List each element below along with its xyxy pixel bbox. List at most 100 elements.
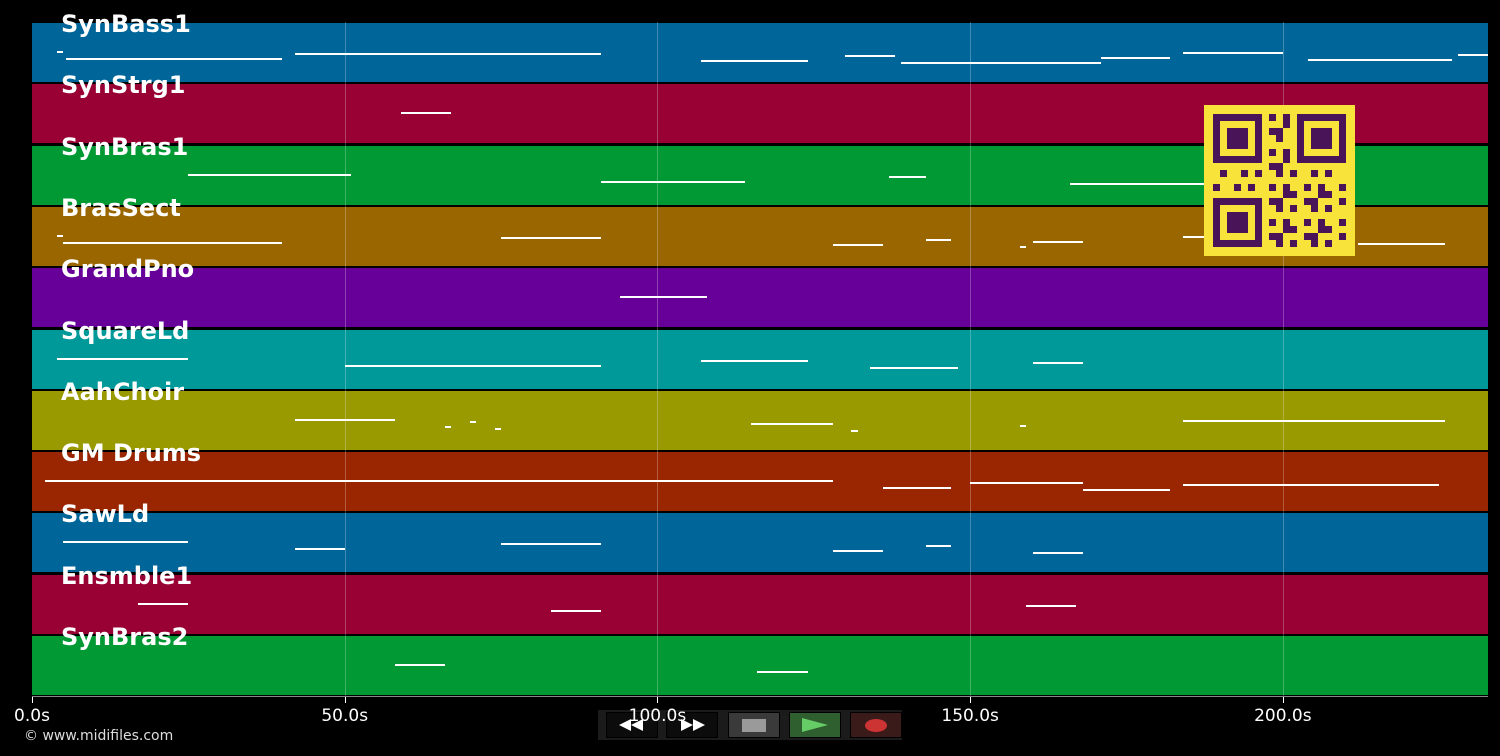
rewind-button[interactable] xyxy=(606,712,658,738)
note-segment xyxy=(401,112,452,115)
note-segment xyxy=(1032,361,1083,364)
track-label: SynBras2 xyxy=(61,623,189,651)
stop-button[interactable] xyxy=(728,712,780,738)
note-segment xyxy=(294,418,395,421)
track-label: Ensmble1 xyxy=(61,561,193,590)
note-segment xyxy=(832,550,883,553)
time-ruler xyxy=(32,696,1488,697)
note-segment xyxy=(601,180,745,183)
ruler-tick-label: 150.0s xyxy=(941,706,999,726)
track-label: SquareLd xyxy=(61,316,190,345)
note-segment xyxy=(888,175,927,178)
note-segment xyxy=(1032,240,1083,243)
note-segment xyxy=(63,241,283,244)
ruler-tick xyxy=(32,697,33,703)
note-segment xyxy=(63,541,189,544)
track-arrangement: SynBass1 SynStrg1 SynBras1 BrasSect GrandPno… xyxy=(32,10,1488,696)
ruler-tick-label: 0.0s xyxy=(14,706,50,726)
note-segment xyxy=(901,62,1102,64)
note-segment xyxy=(1457,54,1488,56)
play-icon xyxy=(802,718,828,732)
note-segment xyxy=(501,543,602,546)
note-segment xyxy=(188,173,351,176)
track-aahchoir[interactable] xyxy=(32,390,1488,450)
qr-code xyxy=(1204,105,1355,256)
track-label: SynBras1 xyxy=(61,132,189,161)
stop-icon xyxy=(742,718,766,732)
note-segment xyxy=(882,487,952,490)
note-segment xyxy=(66,58,283,60)
track-ensmble1[interactable] xyxy=(32,574,1488,634)
note-segment xyxy=(757,671,808,673)
grid-line xyxy=(657,22,659,696)
track-sawld[interactable] xyxy=(32,513,1488,573)
track-label: SawLd xyxy=(61,500,150,529)
note-segment xyxy=(832,243,883,246)
play-button[interactable] xyxy=(789,712,841,738)
record-button[interactable] xyxy=(850,712,902,738)
fast-forward-icon xyxy=(681,719,705,731)
note-segment xyxy=(1101,57,1171,59)
note-segment xyxy=(294,53,602,55)
note-segment xyxy=(294,548,345,551)
note-segment xyxy=(1182,419,1446,422)
note-segment xyxy=(870,366,958,369)
track-label: BrasSect xyxy=(61,193,181,222)
note-segment xyxy=(851,429,858,432)
copyright-text: © www.midifiles.com xyxy=(24,728,174,744)
note-segment xyxy=(501,236,602,239)
note-segment xyxy=(845,55,896,57)
note-segment xyxy=(1182,52,1283,54)
ruler-tick xyxy=(344,697,346,703)
ruler-tick xyxy=(970,697,972,703)
note-segment xyxy=(57,357,189,360)
track-label: GrandPno xyxy=(61,255,195,284)
track-squareld[interactable] xyxy=(32,329,1488,389)
track-label: AahChoir xyxy=(61,377,185,406)
note-segment xyxy=(1020,424,1027,427)
transport-bar xyxy=(598,710,902,740)
note-segment xyxy=(926,238,952,241)
track-grandpno[interactable] xyxy=(32,268,1488,328)
ruler-tick-label: 200.0s xyxy=(1254,706,1312,726)
rewind-icon xyxy=(619,719,643,731)
note-segment xyxy=(1020,245,1027,248)
fast-forward-button[interactable] xyxy=(666,712,718,738)
note-segment xyxy=(970,482,1083,485)
ruler-tick xyxy=(1282,697,1284,703)
note-segment xyxy=(751,422,833,425)
track-label: GM Drums xyxy=(61,439,202,468)
note-segment xyxy=(926,545,952,548)
note-segment xyxy=(1032,552,1083,555)
note-segment xyxy=(1026,604,1077,607)
track-label: SynBass1 xyxy=(61,10,191,38)
note-segment xyxy=(394,664,445,666)
ruler-tick xyxy=(657,697,659,703)
note-segment xyxy=(138,602,189,605)
track-synbras2[interactable] xyxy=(32,636,1488,695)
note-segment xyxy=(469,420,477,423)
note-segment xyxy=(701,60,808,62)
note-segment xyxy=(57,234,64,237)
note-segment xyxy=(1182,484,1440,487)
note-segment xyxy=(44,480,833,483)
grid-line xyxy=(344,22,346,696)
record-icon xyxy=(865,718,887,732)
note-segment xyxy=(1082,489,1171,492)
note-segment xyxy=(1070,182,1221,185)
track-gm-drums[interactable] xyxy=(32,452,1488,512)
note-segment xyxy=(444,425,452,428)
note-segment xyxy=(344,364,602,367)
note-segment xyxy=(1182,235,1221,238)
note-segment xyxy=(1307,59,1452,61)
note-segment xyxy=(551,609,602,612)
track-label: SynStrg1 xyxy=(61,71,186,100)
track-synbass1[interactable] xyxy=(32,23,1488,82)
ruler-tick-label: 50.0s xyxy=(321,706,369,726)
grid-line xyxy=(970,22,972,696)
note-segment xyxy=(619,296,708,299)
grid-line xyxy=(1282,22,1284,696)
note-segment xyxy=(1357,242,1446,245)
ruler-tick-label: 100.0s xyxy=(628,706,687,726)
note-segment xyxy=(701,359,808,362)
